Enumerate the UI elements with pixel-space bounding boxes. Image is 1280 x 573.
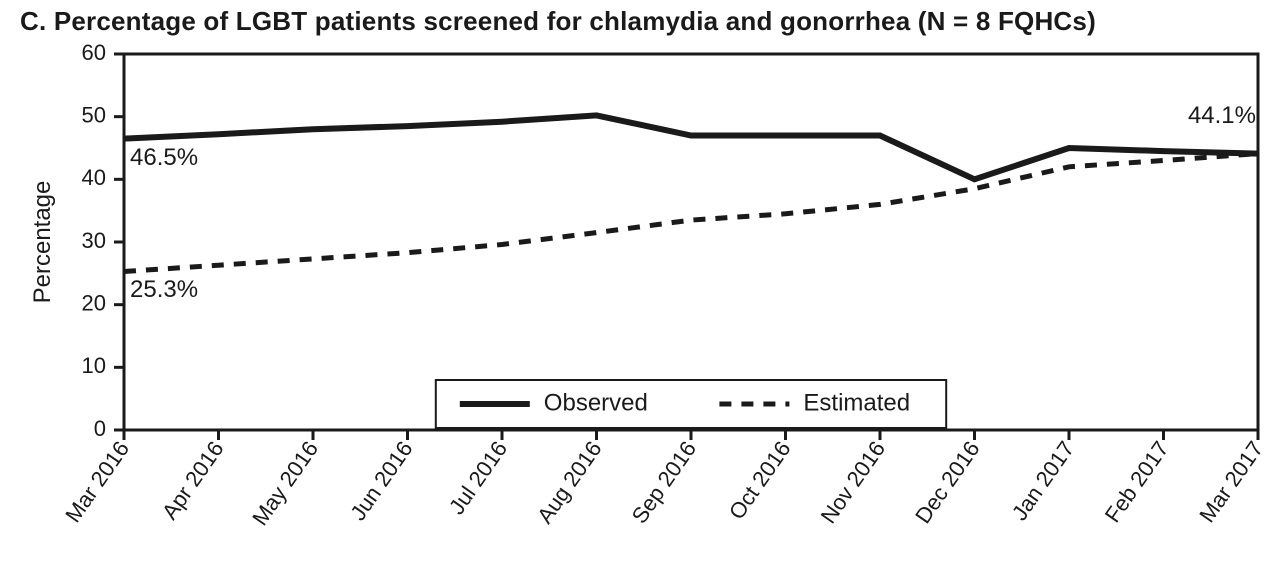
- y-tick-label: 10: [82, 353, 106, 378]
- plot-border: [124, 54, 1258, 430]
- x-tick-label: Jun 2016: [345, 437, 417, 525]
- x-tick-label: Jul 2016: [444, 437, 512, 519]
- y-tick-label: 50: [82, 102, 106, 127]
- annotation-label: 46.5%: [130, 144, 198, 171]
- x-tick-label: Oct 2016: [724, 437, 796, 524]
- y-tick-label: 40: [82, 165, 106, 190]
- y-tick-label: 60: [82, 40, 106, 65]
- x-tick-label: Mar 2016: [60, 437, 134, 527]
- x-tick-label: Apr 2016: [157, 437, 229, 524]
- y-tick-label: 30: [82, 228, 106, 253]
- legend-label: Estimated: [803, 389, 910, 416]
- x-tick-label: Sep 2016: [627, 437, 702, 529]
- annotation-label: 44.1%: [1188, 102, 1256, 129]
- legend-label: Observed: [544, 389, 648, 416]
- x-tick-label: Feb 2017: [1100, 437, 1174, 527]
- series-observed: [124, 115, 1258, 179]
- x-tick-label: Mar 2017: [1194, 437, 1268, 527]
- x-tick-label: Dec 2016: [910, 437, 985, 528]
- x-tick-label: May 2016: [247, 437, 323, 530]
- chart-container: C. Percentage of LGBT patients screened …: [0, 0, 1280, 573]
- y-tick-label: 0: [94, 416, 106, 441]
- x-tick-label: Jan 2017: [1007, 437, 1079, 525]
- series-estimated: [124, 154, 1258, 272]
- line-chart: 0102030405060PercentageMar 2016Apr 2016M…: [0, 0, 1280, 573]
- x-tick-label: Nov 2016: [816, 437, 891, 528]
- legend: Observed Estimated: [436, 380, 946, 428]
- y-axis-label: Percentage: [29, 181, 56, 304]
- y-tick-label: 20: [82, 290, 106, 315]
- annotation-label: 25.3%: [130, 276, 198, 303]
- x-tick-label: Aug 2016: [532, 437, 607, 529]
